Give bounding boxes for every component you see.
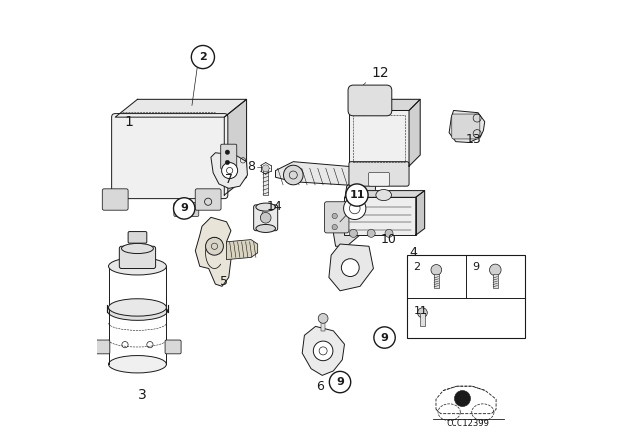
Text: 4: 4: [410, 246, 417, 259]
Circle shape: [318, 314, 328, 323]
Text: 14: 14: [267, 200, 282, 213]
Text: 9: 9: [472, 262, 479, 272]
Text: 11: 11: [413, 306, 428, 316]
Text: 1: 1: [124, 115, 133, 129]
Bar: [263, 168, 268, 195]
Ellipse shape: [122, 243, 154, 254]
FancyBboxPatch shape: [174, 202, 199, 216]
Ellipse shape: [109, 356, 166, 373]
Text: 5: 5: [220, 276, 228, 289]
Circle shape: [330, 371, 351, 393]
FancyBboxPatch shape: [94, 340, 110, 354]
Circle shape: [332, 224, 337, 230]
Circle shape: [332, 213, 337, 219]
Polygon shape: [329, 244, 373, 291]
Text: 7: 7: [225, 173, 233, 186]
Polygon shape: [416, 190, 424, 235]
Circle shape: [367, 229, 375, 237]
FancyBboxPatch shape: [111, 114, 228, 198]
Polygon shape: [195, 217, 231, 286]
Text: 2: 2: [199, 52, 207, 62]
Polygon shape: [333, 177, 376, 246]
FancyBboxPatch shape: [324, 202, 349, 233]
FancyBboxPatch shape: [369, 172, 389, 186]
Polygon shape: [227, 240, 258, 260]
Bar: [407, 255, 525, 337]
Ellipse shape: [256, 224, 275, 233]
Circle shape: [344, 197, 366, 220]
Circle shape: [262, 165, 269, 172]
Circle shape: [454, 391, 470, 406]
Ellipse shape: [109, 299, 166, 316]
Text: 6: 6: [316, 380, 324, 393]
FancyBboxPatch shape: [344, 197, 416, 235]
Polygon shape: [409, 99, 420, 166]
Circle shape: [346, 184, 368, 206]
FancyBboxPatch shape: [253, 205, 278, 231]
Circle shape: [205, 237, 223, 255]
FancyBboxPatch shape: [102, 189, 128, 210]
Polygon shape: [449, 111, 484, 142]
Circle shape: [431, 265, 442, 275]
Circle shape: [385, 229, 393, 237]
FancyBboxPatch shape: [349, 111, 409, 166]
Circle shape: [225, 150, 230, 155]
Text: 9: 9: [180, 203, 188, 213]
Circle shape: [221, 163, 237, 179]
Text: 10: 10: [381, 233, 397, 246]
Text: 12: 12: [371, 65, 389, 80]
Bar: [321, 318, 325, 331]
Circle shape: [191, 45, 214, 69]
Circle shape: [490, 264, 501, 276]
Polygon shape: [302, 327, 344, 375]
Text: 9: 9: [381, 332, 388, 343]
Circle shape: [260, 212, 271, 223]
Ellipse shape: [376, 190, 392, 201]
Bar: [420, 313, 424, 326]
Polygon shape: [349, 99, 420, 111]
Polygon shape: [115, 99, 246, 117]
Ellipse shape: [256, 203, 275, 211]
Text: 3: 3: [138, 388, 147, 402]
FancyBboxPatch shape: [452, 114, 480, 139]
Ellipse shape: [109, 258, 166, 275]
Circle shape: [225, 160, 230, 165]
FancyBboxPatch shape: [348, 85, 392, 116]
FancyBboxPatch shape: [128, 232, 147, 243]
FancyBboxPatch shape: [349, 162, 409, 186]
Polygon shape: [224, 99, 246, 195]
Ellipse shape: [108, 302, 168, 320]
Text: 9: 9: [336, 377, 344, 387]
Polygon shape: [344, 190, 424, 197]
FancyBboxPatch shape: [119, 246, 156, 268]
Circle shape: [374, 327, 396, 348]
FancyBboxPatch shape: [221, 144, 237, 169]
Text: 8: 8: [248, 159, 255, 172]
FancyBboxPatch shape: [195, 189, 221, 210]
Bar: [434, 274, 438, 288]
FancyBboxPatch shape: [165, 340, 181, 354]
Polygon shape: [275, 162, 376, 186]
Circle shape: [341, 259, 359, 276]
Circle shape: [349, 229, 357, 237]
Circle shape: [417, 308, 428, 318]
Text: 11: 11: [349, 190, 365, 200]
Circle shape: [314, 341, 333, 361]
Text: 13: 13: [466, 133, 481, 146]
Circle shape: [173, 198, 195, 219]
Bar: [493, 274, 497, 288]
Circle shape: [284, 165, 303, 185]
Text: 2: 2: [413, 262, 420, 272]
Polygon shape: [211, 153, 248, 188]
Text: CCC12399: CCC12399: [447, 419, 490, 428]
